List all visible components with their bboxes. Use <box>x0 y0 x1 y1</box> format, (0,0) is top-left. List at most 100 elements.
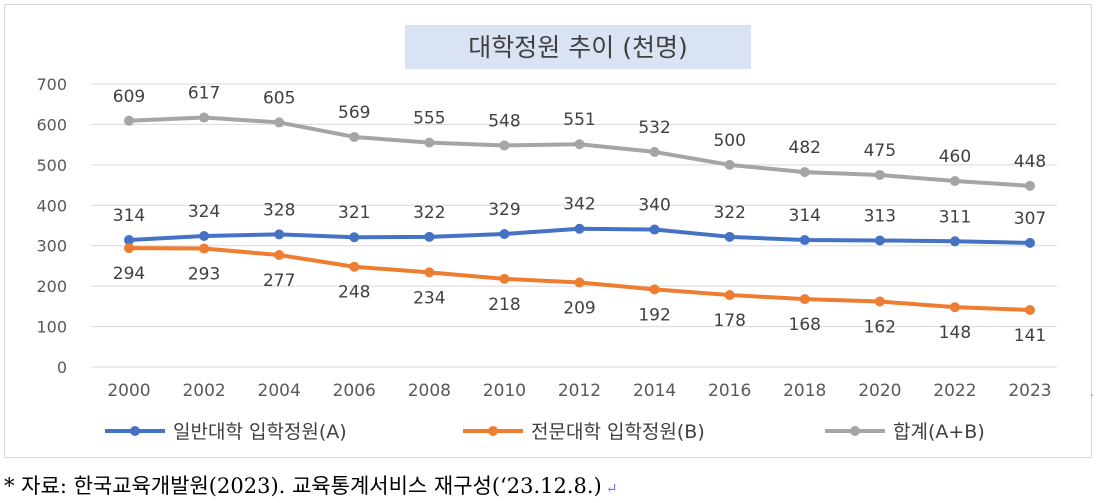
data-label: 314 <box>113 206 145 226</box>
data-label: 277 <box>263 271 295 291</box>
data-point <box>724 159 735 170</box>
data-label: 460 <box>939 147 971 167</box>
data-label: 482 <box>789 138 821 158</box>
data-label: 293 <box>188 265 220 285</box>
data-label: 168 <box>789 315 821 335</box>
x-tick-label: 2012 <box>558 381 601 401</box>
data-point <box>799 167 810 178</box>
data-label: 322 <box>713 203 745 223</box>
data-label: 234 <box>413 288 445 308</box>
y-tick-label: 400 <box>36 196 67 215</box>
data-label: 551 <box>563 110 595 130</box>
data-point <box>649 146 660 157</box>
legend-marker <box>130 426 140 436</box>
data-label: 324 <box>188 202 220 222</box>
y-tick-label: 700 <box>36 75 67 94</box>
data-point <box>724 290 735 301</box>
x-tick-label: 2010 <box>483 381 526 401</box>
data-point <box>724 231 735 242</box>
data-point <box>274 250 285 261</box>
y-tick-label: 100 <box>36 318 67 337</box>
data-point <box>499 228 510 239</box>
data-label: 148 <box>939 323 971 343</box>
data-point <box>649 224 660 235</box>
chart-title-box <box>405 25 751 69</box>
data-label: 248 <box>338 283 370 303</box>
x-tick-label: 2008 <box>408 381 451 401</box>
data-point <box>199 231 210 242</box>
data-point <box>499 273 510 284</box>
data-label: 314 <box>789 206 821 226</box>
x-tick-label: 2018 <box>783 381 826 401</box>
data-label: 294 <box>113 264 145 284</box>
data-label: 178 <box>713 311 745 331</box>
data-point <box>949 236 960 247</box>
data-label: 342 <box>563 195 595 215</box>
data-point <box>424 231 435 242</box>
data-label: 313 <box>864 206 896 226</box>
data-label: 322 <box>413 203 445 223</box>
data-point <box>874 296 885 307</box>
data-point <box>199 112 210 123</box>
data-point <box>1025 237 1035 248</box>
data-point <box>574 139 585 150</box>
chart-title: 대학정원 추이 (천명) <box>468 33 687 62</box>
data-point <box>1025 180 1035 191</box>
y-tick-label: 500 <box>36 156 67 175</box>
data-point <box>124 243 134 254</box>
data-point <box>874 235 885 246</box>
data-point <box>274 229 285 240</box>
data-point <box>949 176 960 187</box>
legend-marker <box>850 426 860 436</box>
data-point <box>499 140 510 151</box>
data-label: 555 <box>413 109 445 129</box>
data-point <box>1025 304 1035 315</box>
legend-marker <box>488 426 498 436</box>
legend-label: 일반대학 입학정원(A) <box>173 421 347 443</box>
x-tick-label: 2004 <box>258 381 301 401</box>
source-note: * 자료: 한국교육개발원(2023). 교육통계서비스 재구성(‘23.12.… <box>4 470 618 500</box>
data-point <box>799 235 810 246</box>
data-label: 475 <box>864 141 896 161</box>
data-label: 141 <box>1014 326 1046 346</box>
x-tick-label: 2020 <box>858 381 901 401</box>
data-point <box>799 294 810 305</box>
data-label: 500 <box>713 131 745 151</box>
x-tick-label: 2014 <box>633 381 676 401</box>
data-label: 569 <box>338 103 370 123</box>
data-point <box>124 115 134 126</box>
x-tick-label: 2016 <box>708 381 751 401</box>
data-label: 329 <box>488 200 520 220</box>
data-point <box>949 302 960 313</box>
data-point <box>874 169 885 180</box>
data-point <box>199 243 210 254</box>
data-label: 448 <box>1014 152 1046 172</box>
data-label: 532 <box>638 118 670 138</box>
x-tick-label: 2023 <box>1008 381 1051 401</box>
chart-svg: 대학정원 추이 (천명) 0 100 200 300 400 500 600 700 2000 2… <box>36 25 1057 443</box>
data-label: 311 <box>939 207 971 227</box>
y-tick-label: 200 <box>36 277 67 296</box>
data-point <box>649 284 660 295</box>
y-tick-label: 0 <box>57 358 67 377</box>
data-point <box>274 117 285 128</box>
data-label: 162 <box>864 318 896 338</box>
x-tick-label: 2002 <box>182 381 225 401</box>
y-tick-label: 600 <box>36 115 67 134</box>
data-label: 548 <box>488 111 520 131</box>
data-label: 321 <box>338 203 370 223</box>
chart-frame: 대학정원 추이 (천명) 0 100 200 300 400 500 600 700 2000 2… <box>4 4 1092 458</box>
legend-label: 전문대학 입학정원(B) <box>531 421 705 443</box>
data-point <box>574 223 585 234</box>
data-point <box>349 232 360 243</box>
y-tick-label: 300 <box>36 237 67 256</box>
data-label: 617 <box>188 84 220 104</box>
paragraph-mark: . <box>1090 385 1094 399</box>
data-label: 340 <box>638 196 670 216</box>
data-label: 605 <box>263 88 295 108</box>
data-point <box>424 267 435 278</box>
data-point <box>349 131 360 142</box>
data-label: 328 <box>263 200 295 220</box>
legend-label: 합계(A+B) <box>893 421 985 443</box>
x-tick-label: 2022 <box>933 381 976 401</box>
